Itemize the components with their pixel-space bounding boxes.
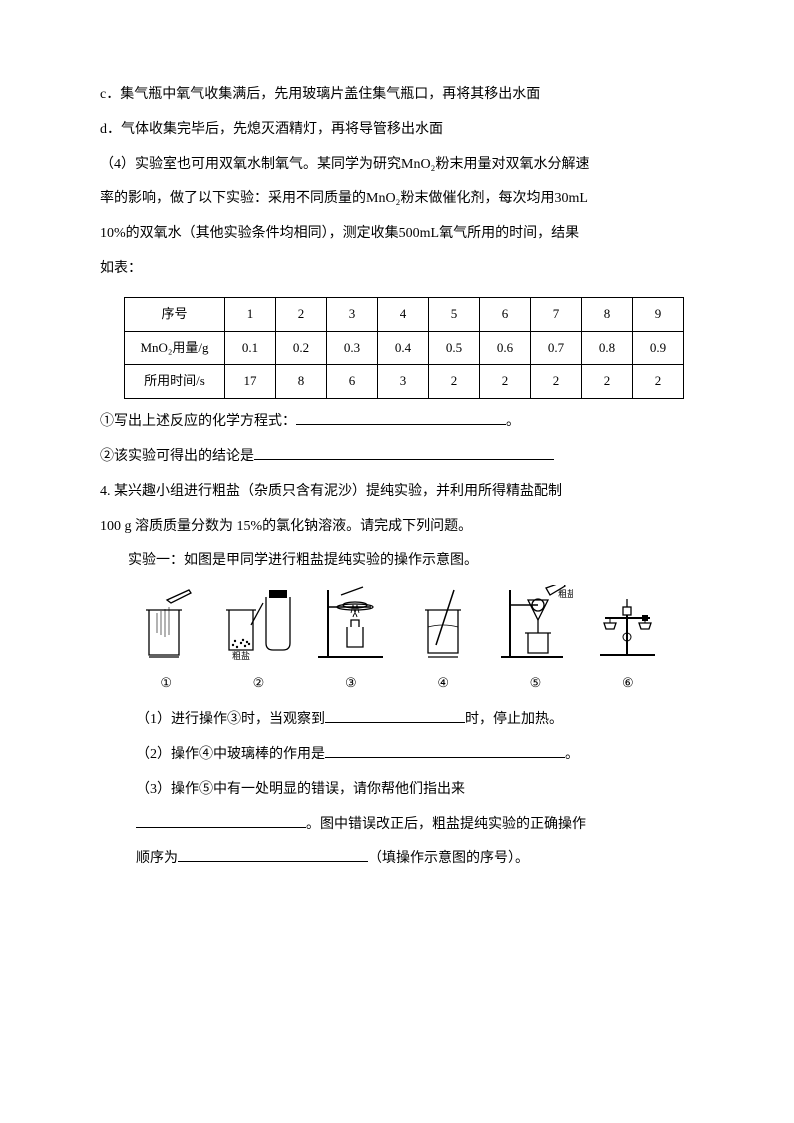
table-cell: 0.5 [429, 331, 480, 365]
diagram-2: 粗盐 ② [221, 585, 296, 698]
diagram-label: ⑤ [530, 669, 542, 698]
diagrams-row: ① 粗盐 ② ③ [120, 587, 674, 697]
table-cell: 17 [225, 365, 276, 399]
stirring-beaker-icon [406, 585, 481, 665]
table-cell: 2 [531, 365, 582, 399]
bottle-beaker-icon: 粗盐 [221, 585, 296, 665]
table-cell: 6 [480, 297, 531, 331]
balance-scale-icon [590, 585, 665, 665]
table-cell: 0.9 [633, 331, 684, 365]
sub3-a: （3）操作⑤中有一处明显的错误，请你帮他们指出来 [136, 782, 465, 797]
blank-field[interactable] [296, 424, 506, 425]
table-cell: 0.2 [276, 331, 327, 365]
sub3-d: （填操作示意图的序号）。 [368, 851, 529, 866]
blank-field[interactable] [325, 722, 465, 723]
q1-end: 。 [506, 414, 520, 429]
sub3-l3: 顺序为 （填操作示意图的序号）。 [100, 844, 694, 875]
para4-l1: （4）实验室也可用双氧水制氧气。某同学为研究MnO₂粉末用量对双氧水分解速 [100, 150, 694, 181]
q1-line: ①写出上述反应的化学方程式： 。 [100, 407, 694, 438]
para4-l4: 如表： [100, 254, 694, 285]
table-cell: 2 [633, 365, 684, 399]
table-row: MnO₂用量/g 0.1 0.2 0.3 0.4 0.5 0.6 0.7 0.8… [125, 331, 684, 365]
diagram-label: ② [253, 669, 265, 698]
table-cell: 0.7 [531, 331, 582, 365]
sub1-a: （1）进行操作③时，当观察到 [136, 712, 325, 727]
diagram-5: 粗盐 ⑤ [498, 585, 573, 698]
sub3-c: 顺序为 [136, 851, 178, 866]
table-cell: 1 [225, 297, 276, 331]
table-cell: 0.6 [480, 331, 531, 365]
sub2-b: 。 [565, 747, 579, 762]
para4-l3: 10%的双氧水（其他实验条件均相同），测定收集500mL氧气所用的时间，结果 [100, 219, 694, 250]
sub3-b: 。图中错误改正后，粗盐提纯实验的正确操作 [306, 817, 586, 832]
blank-field[interactable] [136, 827, 306, 828]
table-cell: 0.4 [378, 331, 429, 365]
diagram-3: ③ [313, 585, 388, 698]
diagram-label: ① [160, 669, 172, 698]
diagram-label: ③ [345, 669, 357, 698]
table-cell: MnO₂用量/g [125, 331, 225, 365]
table-cell: 9 [633, 297, 684, 331]
table-cell: 6 [327, 365, 378, 399]
table-cell: 所用时间/s [125, 365, 225, 399]
sub1: （1）进行操作③时，当观察到 时，停止加热。 [100, 705, 694, 736]
diagram-4: ④ [406, 585, 481, 698]
heating-stand-icon [313, 585, 388, 665]
diagram-label: ⑥ [622, 669, 634, 698]
para4-l2: 率的影响，做了以下实验：采用不同质量的MnO₂粉末做催化剂，每次均用30mL [100, 184, 694, 215]
table-cell: 0.3 [327, 331, 378, 365]
data-table: 序号 1 2 3 4 5 6 7 8 9 MnO₂用量/g 0.1 0.2 0.… [124, 297, 694, 399]
filter-stand-icon: 粗盐 [498, 585, 573, 665]
sub1-b: 时，停止加热。 [465, 712, 563, 727]
beaker-pour-icon [129, 585, 204, 665]
table-row: 所用时间/s 17 8 6 3 2 2 2 2 2 [125, 365, 684, 399]
diagram-6: ⑥ [590, 585, 665, 698]
blank-field[interactable] [178, 861, 368, 862]
sub3-l1: （3）操作⑤中有一处明显的错误，请你帮他们指出来 [100, 775, 694, 806]
table-cell: 0.1 [225, 331, 276, 365]
blank-field[interactable] [254, 459, 554, 460]
table-cell: 4 [378, 297, 429, 331]
table-row: 序号 1 2 3 4 5 6 7 8 9 [125, 297, 684, 331]
table-cell: 2 [480, 365, 531, 399]
line-c: c．集气瓶中氧气收集满后，先用玻璃片盖住集气瓶口，再将其移出水面 [100, 80, 694, 111]
sub2-a: （2）操作④中玻璃棒的作用是 [136, 747, 325, 762]
q4-l1: 4. 某兴趣小组进行粗盐（杂质只含有泥沙）提纯实验，并利用所得精盐配制 [100, 477, 694, 508]
table-cell: 2 [582, 365, 633, 399]
table-cell: 8 [582, 297, 633, 331]
table-cell: 0.8 [582, 331, 633, 365]
svg-text:粗盐: 粗盐 [232, 650, 250, 661]
q1-text: ①写出上述反应的化学方程式： [100, 414, 296, 429]
table-cell: 2 [276, 297, 327, 331]
diagram-1: ① [129, 585, 204, 698]
q2-text: ②该实验可得出的结论是 [100, 449, 254, 464]
diagram-label: ④ [437, 669, 449, 698]
table-cell: 7 [531, 297, 582, 331]
exp1-text: 实验一：如图是甲同学进行粗盐提纯实验的操作示意图。 [100, 546, 694, 577]
table-cell: 8 [276, 365, 327, 399]
table-cell: 2 [429, 365, 480, 399]
line-d: d．气体收集完毕后，先熄灭酒精灯，再将导管移出水面 [100, 115, 694, 146]
svg-text:粗盐: 粗盐 [558, 588, 573, 599]
q2-line: ②该实验可得出的结论是 [100, 442, 694, 473]
blank-field[interactable] [325, 757, 565, 758]
table-cell: 5 [429, 297, 480, 331]
table-cell: 3 [378, 365, 429, 399]
q4-l2: 100 g 溶质质量分数为 15%的氯化钠溶液。请完成下列问题。 [100, 512, 694, 543]
sub2: （2）操作④中玻璃棒的作用是 。 [100, 740, 694, 771]
table-cell: 3 [327, 297, 378, 331]
sub3-l2: 。图中错误改正后，粗盐提纯实验的正确操作 [100, 810, 694, 841]
table-cell: 序号 [125, 297, 225, 331]
